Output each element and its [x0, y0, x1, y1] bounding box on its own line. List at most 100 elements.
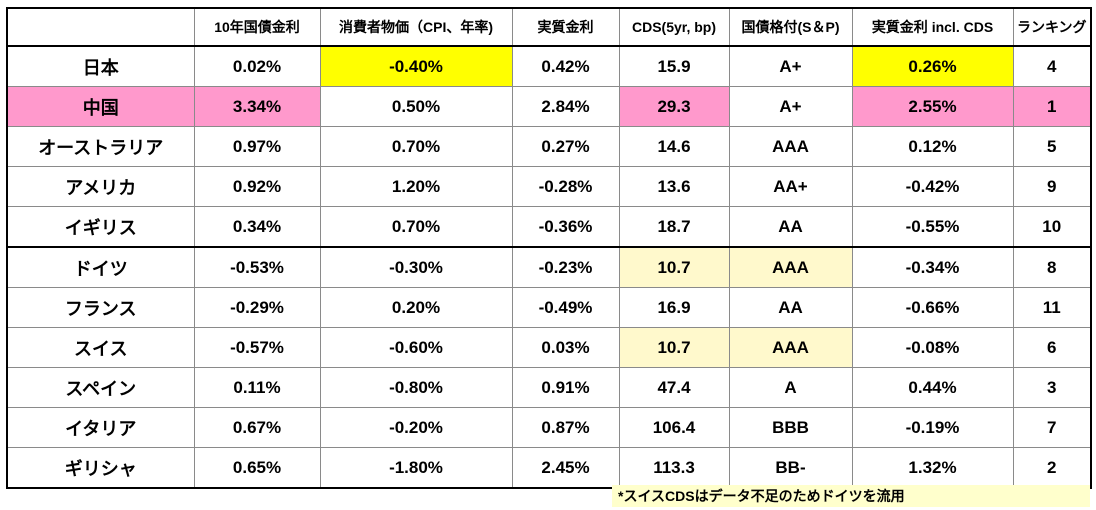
real-rate-cell: -0.28%	[511, 166, 620, 207]
ranking-cell: 5	[1012, 126, 1092, 167]
cpi-cell: -0.60%	[319, 327, 513, 368]
real-rate-cell: -0.36%	[511, 206, 620, 248]
country-cell: オーストラリア	[6, 126, 195, 167]
table-row: スイス -0.57% -0.60% 0.03% 10.7 AAA -0.08% …	[6, 327, 1092, 368]
rating-cell: BBB	[728, 407, 853, 448]
country-cell: 中国	[6, 86, 195, 127]
ranking-cell: 6	[1012, 327, 1092, 368]
header-10y-yield: 10年国債金利	[193, 7, 321, 47]
ranking-cell: 1	[1012, 86, 1092, 127]
real-rate-cell: 0.03%	[511, 327, 620, 368]
rating-cell: A	[728, 367, 853, 408]
cds-cell: 29.3	[618, 86, 730, 127]
real-rate-cell: 0.91%	[511, 367, 620, 408]
yield-cell: 3.34%	[193, 86, 321, 127]
real-rate-incl-cds-cell: -0.34%	[851, 246, 1014, 288]
footnote: *スイスCDSはデータ不足のためドイツを流用	[612, 485, 1090, 507]
cds-cell: 15.9	[618, 45, 730, 87]
rating-cell: AAA	[728, 327, 853, 368]
yield-cell: -0.29%	[193, 287, 321, 328]
ranking-cell: 4	[1012, 45, 1092, 87]
real-rate-cell: 0.87%	[511, 407, 620, 448]
table-row: フランス -0.29% 0.20% -0.49% 16.9 AA -0.66% …	[6, 287, 1092, 328]
table-row: ドイツ -0.53% -0.30% -0.23% 10.7 AAA -0.34%…	[6, 246, 1092, 288]
real-rate-incl-cds-cell: 2.55%	[851, 86, 1014, 127]
country-cell: ギリシャ	[6, 447, 195, 489]
rating-cell: A+	[728, 45, 853, 87]
header-ranking: ランキング	[1012, 7, 1092, 47]
cpi-cell: 0.20%	[319, 287, 513, 328]
cds-cell: 106.4	[618, 407, 730, 448]
real-rate-cell: 2.84%	[511, 86, 620, 127]
real-rate-cell: 0.27%	[511, 126, 620, 167]
country-cell: フランス	[6, 287, 195, 328]
ranking-cell: 8	[1012, 246, 1092, 288]
ranking-cell: 3	[1012, 367, 1092, 408]
country-cell: スイス	[6, 327, 195, 368]
cpi-cell: 0.70%	[319, 206, 513, 248]
header-rating: 国債格付(S＆P)	[728, 7, 853, 47]
header-real-rate: 実質金利	[511, 7, 620, 47]
table-row: イタリア 0.67% -0.20% 0.87% 106.4 BBB -0.19%…	[6, 407, 1092, 448]
real-rate-incl-cds-cell: -0.66%	[851, 287, 1014, 328]
ranking-cell: 9	[1012, 166, 1092, 207]
real-rate-incl-cds-cell: -0.08%	[851, 327, 1014, 368]
country-cell: 日本	[6, 45, 195, 87]
ranking-cell: 10	[1012, 206, 1092, 248]
ranking-cell: 11	[1012, 287, 1092, 328]
real-rate-incl-cds-cell: -0.55%	[851, 206, 1014, 248]
yield-cell: 0.97%	[193, 126, 321, 167]
cds-cell: 16.9	[618, 287, 730, 328]
real-rate-incl-cds-cell: 0.12%	[851, 126, 1014, 167]
table-row: 中国 3.34% 0.50% 2.84% 29.3 A+ 2.55% 1	[6, 86, 1092, 127]
cds-cell: 10.7	[618, 327, 730, 368]
rating-cell: AA	[728, 206, 853, 248]
header-corner	[6, 7, 195, 47]
ranking-cell: 2	[1012, 447, 1092, 489]
rating-cell: AA+	[728, 166, 853, 207]
table-row: 日本 0.02% -0.40% 0.42% 15.9 A+ 0.26% 4	[6, 45, 1092, 87]
rating-cell: A+	[728, 86, 853, 127]
yield-cell: 0.65%	[193, 447, 321, 489]
real-rate-cell: -0.23%	[511, 246, 620, 288]
yield-cell: -0.57%	[193, 327, 321, 368]
header-cds: CDS(5yr, bp)	[618, 7, 730, 47]
header-row: 10年国債金利 消費者物価（CPI、年率) 実質金利 CDS(5yr, bp) …	[6, 7, 1092, 47]
ranking-cell: 7	[1012, 407, 1092, 448]
table-row: スペイン 0.11% -0.80% 0.91% 47.4 A 0.44% 3	[6, 367, 1092, 408]
cds-cell: 13.6	[618, 166, 730, 207]
rating-cell: AAA	[728, 246, 853, 288]
real-rate-incl-cds-cell: -0.42%	[851, 166, 1014, 207]
real-rate-incl-cds-cell: 1.32%	[851, 447, 1014, 489]
real-rate-cell: 2.45%	[511, 447, 620, 489]
cpi-cell: -0.40%	[319, 45, 513, 87]
real-rate-incl-cds-cell: 0.26%	[851, 45, 1014, 87]
header-cpi: 消費者物価（CPI、年率)	[319, 7, 513, 47]
rating-cell: AA	[728, 287, 853, 328]
country-cell: イタリア	[6, 407, 195, 448]
header-real-rate-incl-cds: 実質金利 incl. CDS	[851, 7, 1014, 47]
table-row: オーストラリア 0.97% 0.70% 0.27% 14.6 AAA 0.12%…	[6, 126, 1092, 167]
rating-cell: BB-	[728, 447, 853, 489]
yield-cell: 0.67%	[193, 407, 321, 448]
yield-cell: 0.92%	[193, 166, 321, 207]
cpi-cell: -1.80%	[319, 447, 513, 489]
cds-cell: 14.6	[618, 126, 730, 167]
cds-cell: 18.7	[618, 206, 730, 248]
cpi-cell: 1.20%	[319, 166, 513, 207]
cpi-cell: 0.70%	[319, 126, 513, 167]
country-cell: スペイン	[6, 367, 195, 408]
real-rate-cell: -0.49%	[511, 287, 620, 328]
table-row: ギリシャ 0.65% -1.80% 2.45% 113.3 BB- 1.32% …	[6, 447, 1092, 489]
yield-cell: -0.53%	[193, 246, 321, 288]
rating-cell: AAA	[728, 126, 853, 167]
table-row: アメリカ 0.92% 1.20% -0.28% 13.6 AA+ -0.42% …	[6, 166, 1092, 207]
cpi-cell: 0.50%	[319, 86, 513, 127]
yield-cell: 0.11%	[193, 367, 321, 408]
cpi-cell: -0.20%	[319, 407, 513, 448]
real-rate-incl-cds-cell: -0.19%	[851, 407, 1014, 448]
country-cell: ドイツ	[6, 246, 195, 288]
cds-cell: 47.4	[618, 367, 730, 408]
yield-cell: 0.02%	[193, 45, 321, 87]
country-cell: イギリス	[6, 206, 195, 248]
